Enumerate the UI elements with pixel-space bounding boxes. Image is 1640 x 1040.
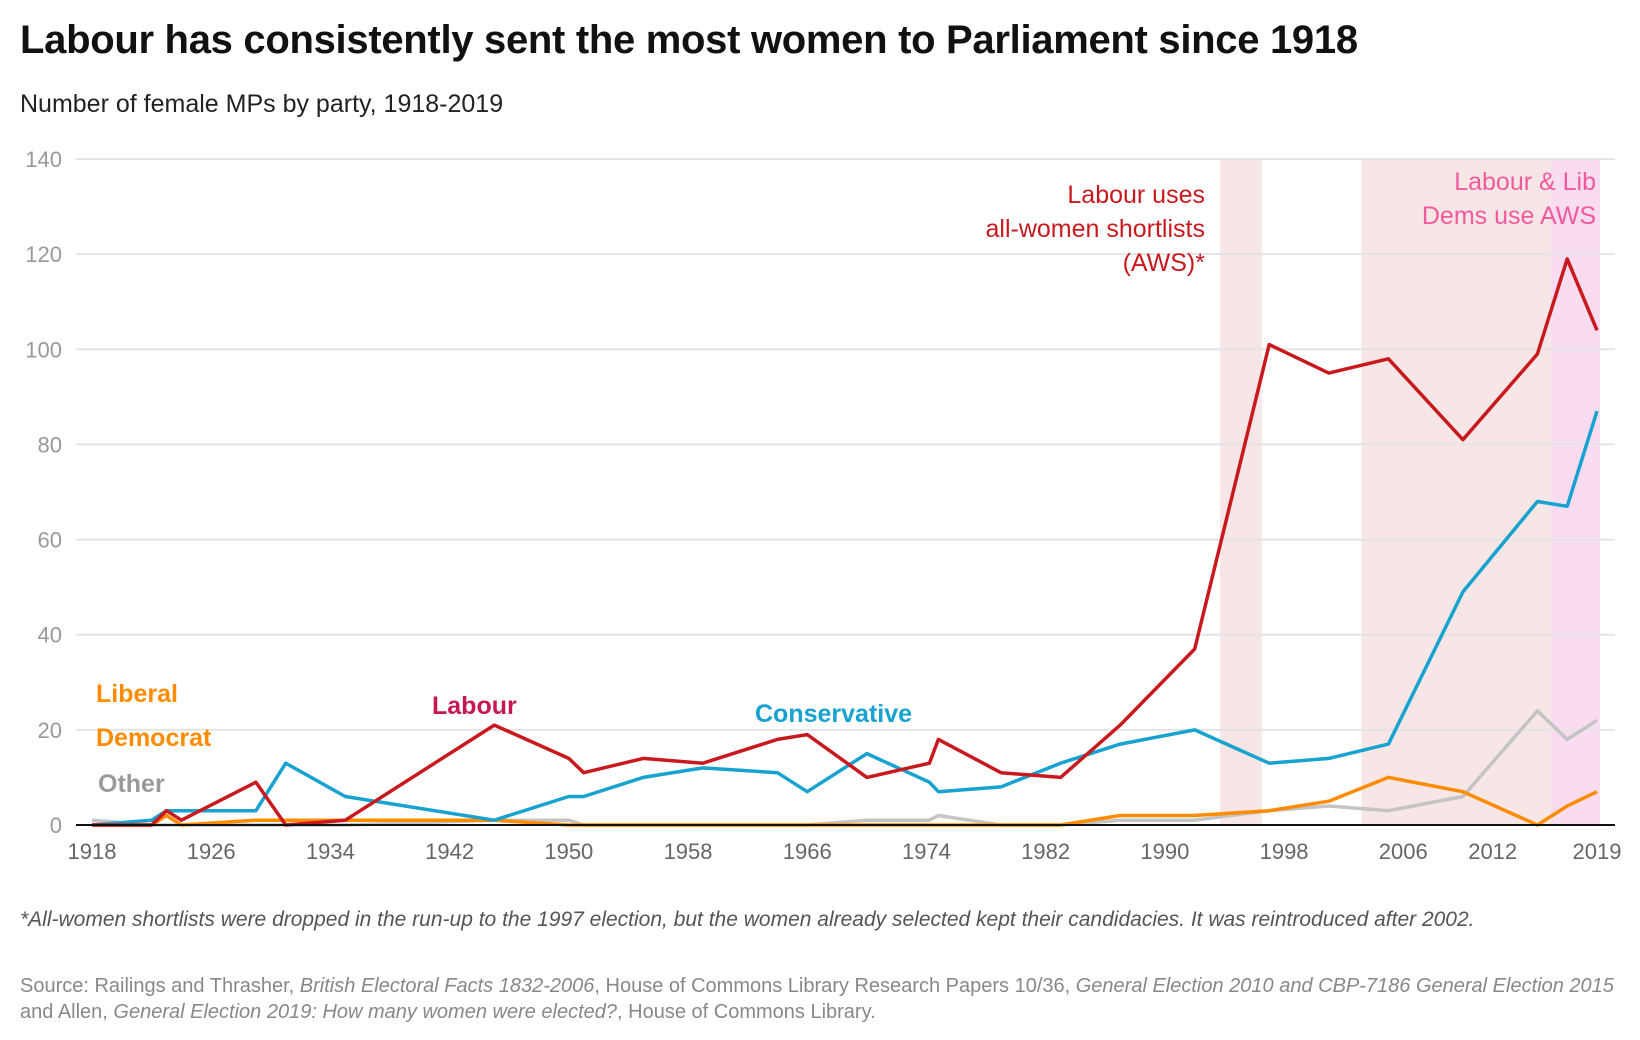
- shaded-band: [1220, 159, 1262, 825]
- series-label: Labour: [432, 692, 517, 720]
- source-note: Source: Railings and Thrasher, British E…: [20, 973, 1620, 1025]
- x-tick-label: 1990: [1140, 839, 1189, 864]
- series-line-labour: [92, 257, 1599, 827]
- annotation-text: Labour & Lib: [1454, 168, 1596, 196]
- source-part: General Election 2010 and CBP-7186 Gener…: [1075, 975, 1614, 997]
- series-line-conservative: [91, 410, 1599, 827]
- source-part: General Election 2019: How many women we…: [113, 1001, 618, 1023]
- x-tick-label: 1974: [902, 839, 951, 864]
- y-tick-label: 20: [38, 718, 62, 743]
- y-tick-label: 0: [50, 813, 62, 838]
- annotation-text: all-women shortlists: [985, 215, 1205, 243]
- y-tick-label: 140: [25, 147, 62, 172]
- chart-title: Labour has consistently sent the most wo…: [20, 18, 1358, 62]
- annotation-text: Labour uses: [1067, 181, 1205, 209]
- x-tick-label: 1998: [1260, 839, 1309, 864]
- y-tick-label: 120: [25, 242, 62, 267]
- x-tick-label: 1942: [425, 839, 474, 864]
- source-part: Source: Railings and Thrasher,: [20, 975, 300, 997]
- x-tick-label: 1966: [783, 839, 832, 864]
- annotation-text: (AWS)*: [1123, 249, 1206, 277]
- source-part: British Electoral Facts 1832-2006: [299, 975, 595, 997]
- x-tick-label: 1950: [544, 839, 593, 864]
- shaded-band: [1361, 159, 1551, 825]
- x-tick-label: 1982: [1021, 839, 1070, 864]
- y-tick-label: 80: [38, 432, 62, 457]
- source-part: , House of Commons Library.: [617, 1001, 876, 1023]
- line-chart: 0 20 40 60 80 100 120 140 1918 1926 1934 1942 1950 19…: [25, 147, 1622, 864]
- x-tick-label: 2012: [1468, 839, 1517, 864]
- series-label: Other: [98, 770, 165, 798]
- x-tick-label: 2019: [1573, 839, 1622, 864]
- y-tick-label: 100: [25, 337, 62, 362]
- source-part: and Allen,: [20, 1001, 114, 1023]
- footnote: *All-women shortlists were dropped in th…: [20, 908, 1475, 931]
- series-label: Conservative: [755, 700, 912, 728]
- x-tick-label: 1958: [664, 839, 713, 864]
- x-tick-label: 1926: [187, 839, 236, 864]
- series-label: Democrat: [96, 724, 212, 752]
- series-label: Liberal: [96, 680, 178, 708]
- source-part: , House of Commons Library Research Pape…: [594, 975, 1076, 997]
- chart-subtitle: Number of female MPs by party, 1918-2019: [20, 90, 504, 118]
- y-tick-label: 40: [38, 623, 62, 648]
- x-tick-label: 2006: [1379, 839, 1428, 864]
- annotation-text: Dems use AWS: [1422, 202, 1596, 230]
- shaded-band: [1550, 159, 1600, 825]
- x-tick-label: 1918: [68, 839, 117, 864]
- y-tick-label: 60: [38, 528, 62, 553]
- x-tick-label: 1934: [306, 839, 355, 864]
